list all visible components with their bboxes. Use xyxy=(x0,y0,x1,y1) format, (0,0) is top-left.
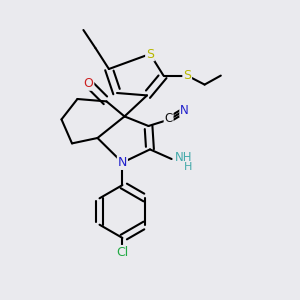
Text: Cl: Cl xyxy=(116,246,128,259)
Text: C: C xyxy=(164,112,173,125)
Text: O: O xyxy=(84,77,93,90)
Text: H: H xyxy=(184,162,192,172)
Text: S: S xyxy=(183,69,191,82)
Text: S: S xyxy=(146,47,154,61)
Text: NH: NH xyxy=(175,151,192,164)
Text: N: N xyxy=(180,103,189,117)
Text: N: N xyxy=(118,156,127,169)
